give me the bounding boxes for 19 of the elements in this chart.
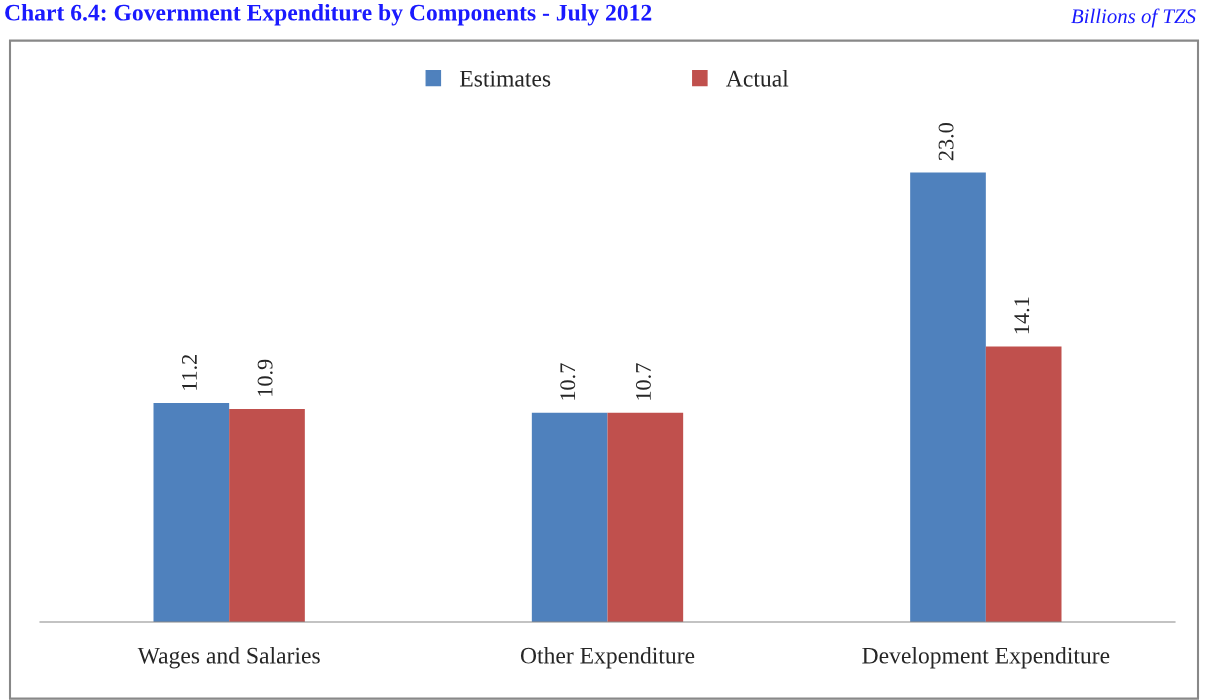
data-label: 10.7 bbox=[635, 363, 651, 400]
bar bbox=[607, 412, 684, 622]
bar bbox=[531, 412, 608, 622]
bar bbox=[153, 403, 230, 622]
data-label: 10.9 bbox=[257, 359, 273, 396]
bar bbox=[229, 408, 305, 622]
data-label: 10.7 bbox=[560, 363, 576, 400]
data-label: 11.2 bbox=[181, 354, 197, 390]
legend-label: Estimates bbox=[459, 70, 551, 87]
data-label: 23.0 bbox=[938, 123, 954, 161]
text: Billions of TZS bbox=[1071, 8, 1196, 28]
x-tick-label: Other Expenditure bbox=[520, 647, 695, 669]
legend-label: Actual bbox=[726, 70, 789, 87]
bar bbox=[910, 172, 986, 622]
data-label: 14.1 bbox=[1014, 297, 1030, 334]
bar bbox=[985, 346, 1062, 622]
chart-title: Chart 6.4: Government Expenditure by Components - July 2012 bbox=[5, 4, 652, 26]
x-tick-label: Development Expenditure bbox=[862, 647, 1110, 669]
x-tick-label: Wages and Salaries bbox=[137, 647, 320, 669]
